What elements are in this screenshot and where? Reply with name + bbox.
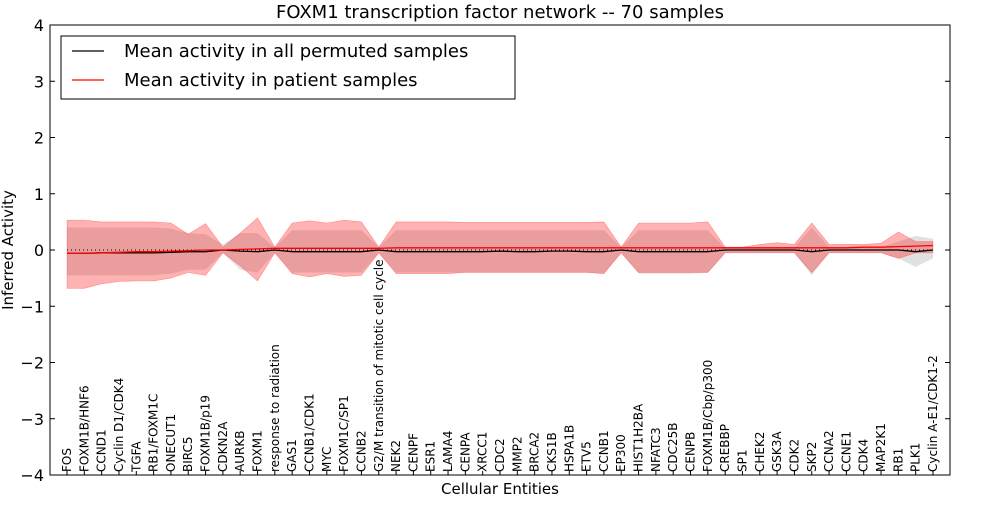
x-tick-label: SKP2 [805,442,819,472]
x-tick-label: Cyclin D1/CDK4 [112,378,126,472]
x-tick-label: RB1/FOXM1C [147,394,161,472]
x-tick-label: LAMA4 [441,431,455,472]
x-tick-label: MMP2 [510,436,524,472]
x-tick-label: PLK1 [909,443,923,472]
x-tick-label: response to radiation [268,344,282,472]
x-tick-label: AURKB [233,431,247,472]
x-tick-label: MYC [320,447,334,472]
x-tick-label: CDC2 [493,438,507,472]
y-tick-label: −2 [20,354,44,373]
x-tick-label: RB1 [891,448,905,472]
x-tick-label: CCNA2 [822,430,836,472]
x-tick-label: CCNB1/CDK1 [303,393,317,472]
chart-title: FOXM1 transcription factor network -- 70… [276,2,724,23]
x-tick-label: CDC25B [666,423,680,473]
x-tick-label: CCNE1 [839,431,853,472]
y-tick-label: 2 [34,129,44,148]
x-tick-label: Cyclin A-E1/CDK1-2 [926,355,940,472]
x-tick-label: CDKN2A [216,421,230,472]
x-tick-label: CHEK2 [753,432,767,473]
x-tick-label: GSK3A [770,431,784,472]
series-line-permuted [67,249,934,255]
x-tick-label: CENPA [458,432,472,472]
x-tick-label: NEK2 [389,440,403,472]
y-tick-label: 0 [34,241,44,260]
y-tick-label: 4 [34,16,44,35]
x-tick-label: FOXM1C/SP1 [337,395,351,472]
x-tick-label: FOXM1B/HNF6 [77,385,91,472]
x-tick-label: CDK2 [787,439,801,472]
x-tick-label: G2/M transition of mitotic cell cycle [372,259,386,472]
x-tick-label: MAP2K1 [874,423,888,472]
legend-label-permuted: Mean activity in all permuted samples [124,41,468,62]
y-axis: −4 −3 −2 −1 0 1 2 3 4 [20,16,950,485]
x-tick-label: ETV5 [580,441,594,472]
series-lines [67,244,934,255]
x-tick-label: CCND1 [95,429,109,472]
y-tick-label: −4 [20,466,44,485]
x-tick-label: CENPB [684,432,698,472]
y-tick-label: 1 [34,185,44,204]
legend-box [60,35,516,100]
x-tick-label: FOXM1B/Cbp/p300 [701,360,715,472]
y-tick-label: 3 [34,72,44,91]
x-tick-label: ONECUT1 [164,414,178,472]
x-tick-label: CDK4 [857,439,871,472]
x-tick-label: FOXM1 [251,430,265,472]
x-tick-label: CREBBP [718,424,732,472]
y-axis-label: Inferred Activity [0,190,17,310]
x-tick-label: TGFA [129,441,143,473]
x-tick-label: XRCC1 [476,432,490,472]
x-tick-label: NFATC3 [649,427,663,472]
x-tick-label: SP1 [736,450,750,473]
series-line-patient [67,244,934,255]
x-axis-label: Cellular Entities [441,480,559,498]
x-tick-label: HIST1H2BA [632,403,646,472]
x-tick-label: BIRC5 [181,436,195,472]
band-patient [66,217,934,289]
legend-label-patient: Mean activity in patient samples [124,70,418,91]
x-tick-label: CENPF [406,433,420,472]
y-tick-label: −1 [20,297,44,316]
y-tick-label: −3 [20,410,44,429]
x-tick-label: BRCA2 [528,432,542,472]
x-tick-label: CCNB1 [597,430,611,472]
x-tick-label: FOXM1B/p19 [199,395,213,472]
x-axis: FOS FOXM1B/HNF6 CCND1 Cyclin D1/CDK4 TGFA RB1… [60,259,940,475]
legend: Mean activity in all permuted samples Me… [60,35,516,100]
x-tick-label: CKS1B [545,432,559,472]
x-tick-label: ESR1 [424,441,438,472]
x-tick-label: GAS1 [285,439,299,472]
x-tick-label: EP300 [614,434,628,472]
x-tick-label: CCNB2 [354,430,368,472]
x-tick-label: FOS [60,448,74,472]
x-tick-label: HSPA1B [562,425,576,472]
